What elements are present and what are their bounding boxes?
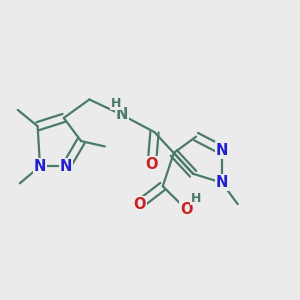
Text: N: N [216, 142, 228, 158]
Text: H: H [191, 192, 201, 205]
Text: H: H [111, 97, 121, 110]
Text: O: O [133, 196, 146, 211]
Text: N: N [34, 159, 46, 174]
Text: N: N [216, 175, 228, 190]
Text: O: O [146, 158, 158, 172]
Text: N: N [116, 107, 128, 122]
Text: O: O [180, 202, 193, 217]
Text: N: N [60, 159, 72, 174]
